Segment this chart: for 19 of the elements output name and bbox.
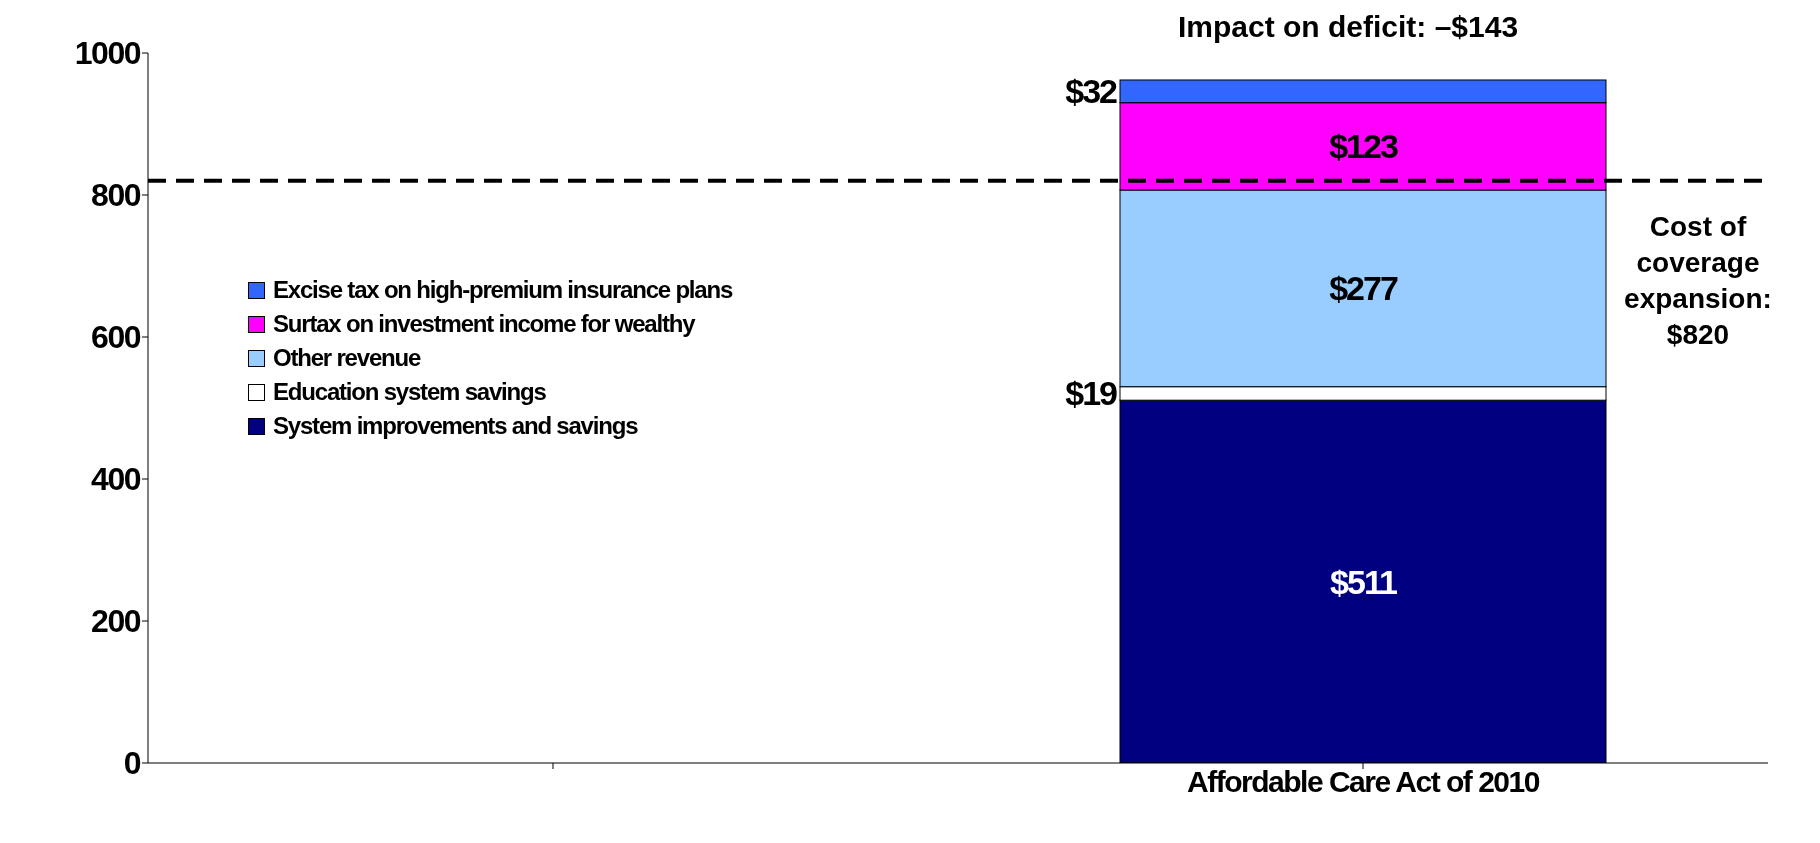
ref-line-label: Cost of coverage expansion: $820 — [1624, 210, 1772, 350]
y-tick-label: 200 — [91, 603, 141, 640]
data-label: $511 — [1330, 562, 1397, 601]
legend-label: Other revenue — [273, 344, 421, 372]
y-tick-label: 0 — [123, 745, 141, 782]
legend-label: Education system savings — [273, 378, 546, 406]
y-tick-label: 800 — [91, 177, 141, 214]
data-label: $32 — [1065, 72, 1118, 111]
legend-label: System improvements and savings — [273, 412, 638, 440]
data-label: $123 — [1329, 127, 1398, 166]
y-tick-label: 600 — [91, 319, 141, 356]
y-tick-label: 1000 — [74, 35, 141, 72]
data-label: $277 — [1329, 269, 1398, 308]
text: Impact on deficit: –$143 — [1178, 10, 1519, 44]
x-tick-label: Affordable Care Act of 2010 — [1187, 765, 1540, 799]
legend-label: Excise tax on high-premium insurance plans — [273, 276, 733, 304]
legend-label: Surtax on investment income for wealthy — [273, 310, 695, 338]
y-tick-label: 400 — [91, 461, 141, 498]
data-label: $19 — [1065, 374, 1118, 413]
